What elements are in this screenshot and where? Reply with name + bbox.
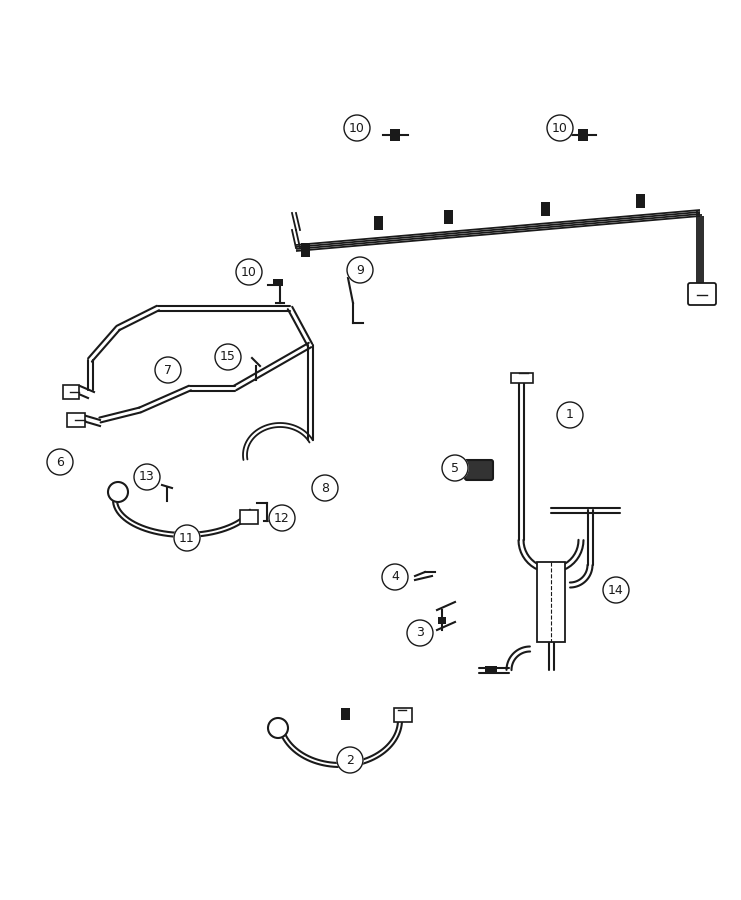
Bar <box>438 616 446 624</box>
Bar <box>444 211 453 224</box>
Circle shape <box>557 402 583 428</box>
Circle shape <box>174 525 200 551</box>
Circle shape <box>312 475 338 501</box>
Circle shape <box>215 344 241 370</box>
Circle shape <box>442 455 468 481</box>
Text: 3: 3 <box>416 626 424 640</box>
Bar <box>240 510 258 524</box>
Bar <box>67 413 85 427</box>
Text: 15: 15 <box>220 350 236 364</box>
Text: 10: 10 <box>241 266 257 278</box>
Bar <box>578 129 588 141</box>
Text: 1: 1 <box>566 409 574 421</box>
Text: 7: 7 <box>164 364 172 376</box>
Circle shape <box>236 259 262 285</box>
Bar <box>273 278 283 285</box>
FancyBboxPatch shape <box>688 283 716 305</box>
Bar <box>390 129 400 141</box>
Text: 4: 4 <box>391 571 399 583</box>
Circle shape <box>407 620 433 646</box>
Text: 12: 12 <box>274 511 290 525</box>
Circle shape <box>337 747 363 773</box>
Text: 14: 14 <box>608 583 624 597</box>
Circle shape <box>268 718 288 738</box>
Bar <box>301 243 310 257</box>
Circle shape <box>108 482 128 502</box>
FancyBboxPatch shape <box>465 460 493 480</box>
Text: 8: 8 <box>321 482 329 494</box>
Circle shape <box>603 577 629 603</box>
Circle shape <box>344 115 370 141</box>
Bar <box>636 194 645 208</box>
Bar <box>373 216 382 230</box>
Text: 13: 13 <box>139 471 155 483</box>
Text: 2: 2 <box>346 753 354 767</box>
Bar <box>485 666 497 674</box>
Text: 11: 11 <box>179 532 195 544</box>
Circle shape <box>382 564 408 590</box>
Bar <box>540 202 550 216</box>
Circle shape <box>155 357 181 383</box>
Text: 5: 5 <box>451 462 459 474</box>
Bar <box>341 708 350 720</box>
Bar <box>394 708 412 722</box>
Circle shape <box>547 115 573 141</box>
Text: 6: 6 <box>56 455 64 469</box>
Text: 10: 10 <box>552 122 568 134</box>
Text: 10: 10 <box>349 122 365 134</box>
Circle shape <box>269 505 295 531</box>
Bar <box>537 562 565 642</box>
Circle shape <box>47 449 73 475</box>
Bar <box>63 385 79 399</box>
Circle shape <box>134 464 160 490</box>
Text: 9: 9 <box>356 264 364 276</box>
Bar <box>511 373 533 383</box>
Circle shape <box>347 257 373 283</box>
